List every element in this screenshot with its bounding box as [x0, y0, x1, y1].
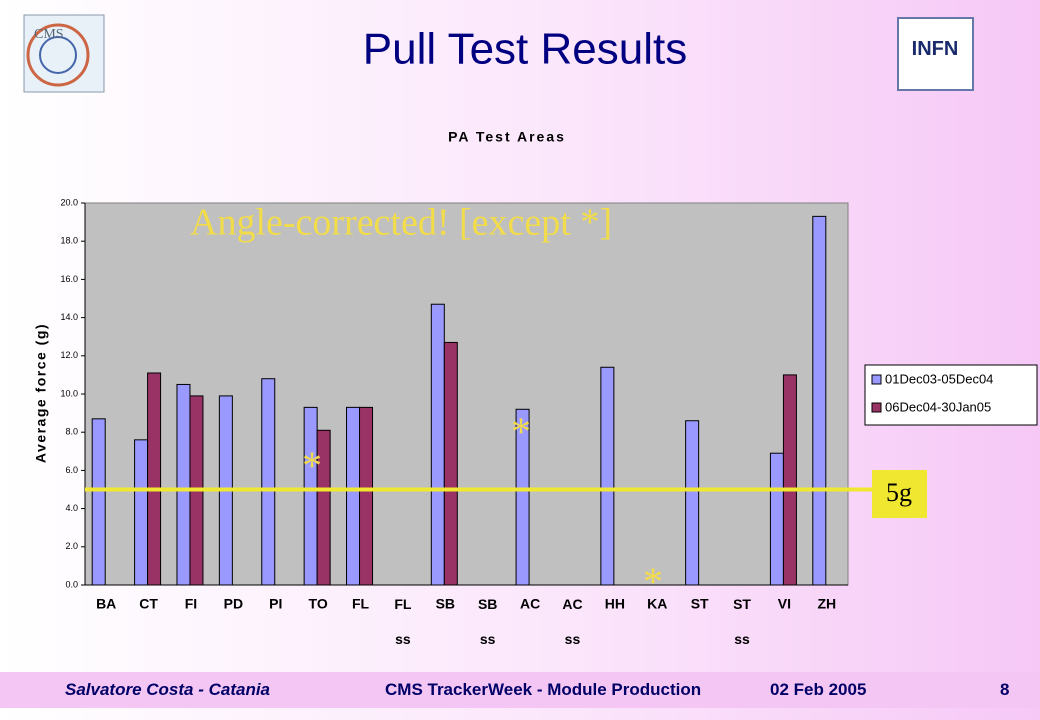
threshold-box [872, 470, 927, 518]
legend-box [864, 364, 1038, 426]
y-tick-label: 10.0 [60, 388, 78, 398]
footer-date: 02 Feb 2005 [770, 680, 867, 699]
x-tick-label: AC [520, 596, 540, 612]
asterisk: * [643, 559, 663, 604]
plot-area [84, 202, 849, 586]
y-tick-label: 12.0 [60, 350, 78, 360]
x-tick-label: SB [436, 596, 455, 612]
x-tick-label: ST [691, 596, 709, 612]
x-tick-label: TO [309, 596, 328, 612]
x-tick-label: BA [96, 596, 116, 612]
legend-swatch [871, 374, 882, 385]
y-tick-label: 18.0 [60, 236, 78, 246]
bar [316, 429, 331, 586]
chart-title: PA Test Areas [448, 129, 566, 145]
footer-author: Salvatore Costa - Catania [65, 680, 271, 699]
y-tick-label: 6.0 [65, 465, 78, 475]
slide-title: Pull Test Results [363, 25, 687, 74]
bar [359, 406, 374, 586]
bar [91, 418, 106, 586]
svg-text:INFN: INFN [912, 38, 959, 60]
bar [782, 374, 797, 586]
legend-label: 06Dec04-30Jan05 [885, 399, 991, 414]
x-tick-label: PD [224, 596, 243, 612]
y-tick-label: 0.0 [65, 579, 78, 589]
bar [769, 452, 784, 586]
x-tick-label: FL [352, 596, 370, 612]
cms-logo: CMS [23, 14, 105, 93]
legend-swatch [871, 402, 882, 413]
asterisk: * [511, 409, 531, 454]
svg-text:CMS: CMS [34, 27, 64, 42]
legend-label: 01Dec03-05Dec04 [885, 371, 993, 386]
threshold-label: 5g [886, 478, 912, 507]
bar [515, 408, 530, 586]
x-tick-label: FL ss [394, 596, 412, 647]
bar [685, 420, 700, 586]
y-tick-label: 14.0 [60, 312, 78, 322]
bar [600, 366, 615, 586]
footer-page: 8 [1000, 680, 1010, 699]
footer-band [0, 672, 1040, 708]
x-tick-label: SB ss [478, 596, 497, 647]
bar [430, 303, 445, 586]
annotation: Angle-corrected! [except *] [190, 202, 612, 244]
bar [147, 372, 162, 586]
y-tick-label: 4.0 [65, 503, 78, 513]
x-tick-label: PI [269, 596, 282, 612]
x-tick-label: AC ss [562, 596, 582, 647]
y-tick-label: 2.0 [65, 541, 78, 551]
x-tick-label: FI [185, 596, 197, 612]
bar [303, 406, 318, 586]
y-tick-label: 8.0 [65, 427, 78, 437]
bar [443, 341, 458, 586]
x-tick-label: KA [647, 596, 667, 612]
x-tick-label: ZH [817, 596, 836, 612]
infn-logo: INFN [897, 17, 974, 91]
y-axis-label: Average force (g) [33, 323, 49, 463]
x-tick-label: ST ss [733, 596, 751, 647]
bar [134, 439, 149, 586]
footer-event: CMS TrackerWeek - Module Production [385, 680, 702, 699]
asterisk: * [302, 443, 322, 488]
x-tick-label: CT [139, 596, 158, 612]
bar [261, 378, 276, 586]
bar [812, 215, 827, 586]
x-tick-label: HH [605, 596, 625, 612]
y-tick-label: 20.0 [60, 197, 78, 207]
y-tick-label: 16.0 [60, 274, 78, 284]
x-tick-label: VI [778, 596, 791, 612]
bar [346, 406, 361, 586]
bar [176, 383, 191, 586]
